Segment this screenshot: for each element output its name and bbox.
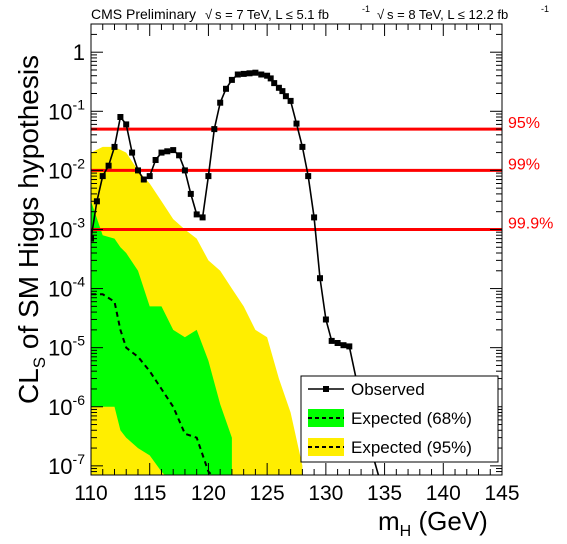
expected-68-band — [91, 201, 232, 475]
header-lumi-8-text: s = 8 TeV, L ≤ 12.2 fb — [387, 7, 508, 22]
observed-point — [117, 114, 124, 120]
legend-observed-label: Observed — [351, 380, 425, 399]
observed-point — [264, 72, 271, 79]
header-cms-preliminary: CMS Preliminary — [91, 6, 196, 22]
header-lumi-8tev: √ s = 8 TeV, L ≤ 12.2 fb -1 — [377, 4, 549, 22]
observed-point — [199, 214, 206, 221]
observed-point — [322, 316, 329, 323]
x-axis-title-unit: (GeV) — [411, 506, 488, 536]
observed-point — [111, 143, 118, 150]
legend-68-label: Expected (68%) — [351, 409, 472, 428]
y-tick-label: 10-4 — [48, 274, 85, 302]
observed-point — [275, 84, 282, 91]
observed-point — [193, 211, 200, 218]
observed-point — [123, 121, 130, 128]
observed-point — [99, 173, 106, 180]
y-tick-label: 10-1 — [48, 96, 85, 124]
observed-point — [140, 176, 147, 183]
legend-observed-marker — [323, 386, 329, 392]
sqrt-symbol-8: √ — [377, 7, 385, 22]
observed-point — [293, 120, 300, 127]
x-tick-label: 125 — [250, 482, 285, 505]
observed-point — [158, 149, 165, 156]
legend-entry-expected-95: Expected (95%) — [308, 438, 472, 457]
cl-lines — [91, 127, 502, 231]
observed-point — [279, 88, 286, 95]
x-axis-ticks: 110 115 120 125 130 135 140 145 — [74, 24, 520, 505]
y-tick-label: 10-6 — [48, 392, 85, 420]
x-tick-label: 135 — [367, 482, 402, 505]
legend-entry-observed: Observed — [308, 380, 425, 399]
observed-point — [170, 147, 177, 154]
observed-point — [271, 80, 278, 87]
observed-point — [328, 337, 335, 344]
observed-point — [305, 173, 312, 180]
plot-frame — [90, 23, 503, 476]
x-axis-title: mH (GeV) — [378, 506, 488, 540]
x-tick-label: 110 — [74, 482, 107, 505]
x-tick-label: 145 — [484, 482, 519, 505]
observed-points — [91, 69, 376, 459]
observed-point — [346, 343, 353, 350]
x-tick-label: 120 — [191, 482, 226, 505]
observed-point — [205, 173, 212, 180]
observed-point — [282, 93, 289, 100]
y-tick-label: 10-7 — [48, 451, 85, 479]
observed-point — [228, 76, 235, 83]
x-tick-label: 115 — [133, 482, 166, 505]
observed-point — [240, 70, 247, 77]
y-tick-label: 10-5 — [48, 333, 85, 361]
observed-point — [152, 157, 159, 163]
x-axis-title-main: m — [378, 506, 400, 536]
observed-point — [299, 143, 306, 150]
observed-point — [234, 71, 241, 78]
legend: Observed Expected (68%) Expected (95%) — [300, 375, 499, 463]
legend-entry-expected-68: Expected (68%) — [308, 409, 472, 428]
y-tick-label: 1 — [73, 40, 85, 65]
observed-point — [211, 126, 218, 133]
observed-point — [187, 190, 194, 197]
observed-point — [246, 70, 253, 77]
cl-labels: 95% 99% 99.9% — [508, 115, 553, 232]
y-axis-title: CLS of SM Higgs hypothesis — [13, 55, 49, 404]
header-lumi-7tev: √ s = 7 TeV, L ≤ 5.1 fb -1 — [205, 4, 370, 22]
cl-label-2: 99.9% — [508, 215, 553, 232]
header-lumi-7-sup: -1 — [362, 4, 370, 14]
header: CMS Preliminary √ s = 7 TeV, L ≤ 5.1 fb … — [91, 4, 549, 22]
y-axis-ticks: 1 10-1 10-2 10-3 10-4 10-5 10-6 10-7 — [48, 23, 502, 479]
observed-point — [317, 275, 323, 282]
observed-point — [223, 85, 229, 92]
x-tick-label: 130 — [308, 482, 343, 505]
observed-point — [258, 71, 265, 78]
observed-point — [334, 340, 341, 346]
header-lumi-8-sup: -1 — [541, 4, 549, 14]
observed-point — [176, 152, 183, 159]
observed-point — [146, 173, 153, 180]
expected-median-line — [91, 293, 214, 475]
observed-point — [135, 167, 141, 174]
observed-point — [217, 99, 224, 106]
observed-point — [311, 214, 318, 221]
y-axis-title-main: CL — [13, 368, 44, 404]
observed-point — [287, 97, 294, 104]
cl-label-1: 99% — [508, 156, 540, 173]
y-tick-label: 10-2 — [48, 155, 85, 183]
observed-point — [252, 69, 259, 76]
y-axis-title-sub: S — [30, 357, 49, 368]
observed-point — [164, 148, 171, 155]
cl-label-0: 95% — [508, 115, 540, 132]
header-lumi-7-text: s = 7 TeV, L ≤ 5.1 fb — [215, 7, 329, 22]
y-tick-label: 10-3 — [48, 214, 85, 242]
observed-point — [181, 167, 188, 174]
sqrt-symbol-7: √ — [205, 7, 213, 22]
observed-point — [129, 149, 136, 156]
x-axis-title-sub: H — [400, 523, 412, 540]
x-tick-label: 140 — [426, 482, 461, 505]
y-axis-title-rest: of SM Higgs hypothesis — [13, 55, 44, 357]
observed-point — [105, 162, 112, 169]
observed-point — [267, 75, 274, 82]
observed-point — [340, 342, 347, 349]
legend-95-label: Expected (95%) — [351, 438, 472, 457]
